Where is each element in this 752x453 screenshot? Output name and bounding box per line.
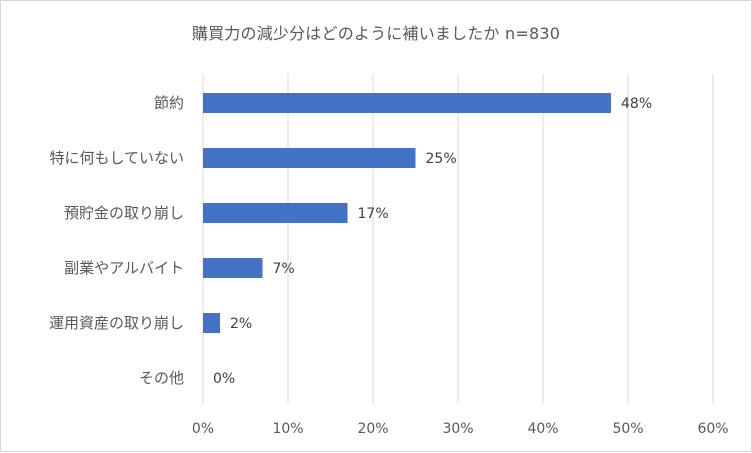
category-label: 副業やアルバイト bbox=[64, 259, 184, 277]
data-label: 48% bbox=[621, 96, 652, 112]
data-label: 0% bbox=[213, 371, 235, 387]
data-label: 17% bbox=[358, 206, 389, 222]
x-tick-label: 30% bbox=[442, 421, 473, 437]
category-label: 預貯金の取り崩し bbox=[64, 204, 184, 222]
bar bbox=[203, 148, 416, 168]
bar bbox=[203, 313, 220, 333]
data-label: 25% bbox=[426, 151, 457, 167]
category-label: 節約 bbox=[154, 94, 184, 112]
category-label: その他 bbox=[139, 369, 184, 387]
category-label: 運用資産の取り崩し bbox=[49, 314, 184, 332]
bar bbox=[203, 258, 263, 278]
x-tick-label: 50% bbox=[612, 421, 643, 437]
data-label: 7% bbox=[273, 261, 295, 277]
data-label: 2% bbox=[230, 316, 252, 332]
x-tick-label: 0% bbox=[192, 421, 214, 437]
x-tick-label: 60% bbox=[697, 421, 728, 437]
chart-title: 購買力の減少分はどのように補いましたか n=830 bbox=[191, 24, 561, 43]
bar bbox=[203, 93, 611, 113]
x-tick-label: 10% bbox=[272, 421, 303, 437]
bar bbox=[203, 203, 348, 223]
x-tick-label: 40% bbox=[527, 421, 558, 437]
x-tick-label: 20% bbox=[357, 421, 388, 437]
category-label: 特に何もしていない bbox=[49, 149, 184, 167]
